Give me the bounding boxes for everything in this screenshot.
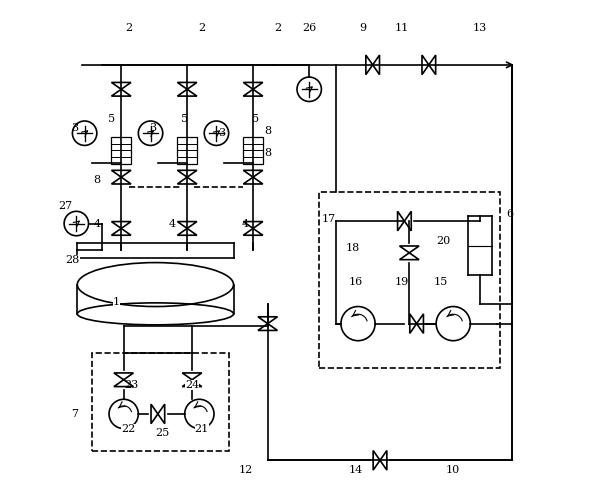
Text: 14: 14 [349,465,363,475]
Text: 17: 17 [322,214,336,223]
Text: 5: 5 [181,113,188,124]
Text: 21: 21 [195,424,209,434]
Text: 4: 4 [169,218,176,228]
Text: 28: 28 [65,255,80,265]
Text: 8: 8 [93,175,100,185]
Text: 15: 15 [434,277,448,287]
Text: 3: 3 [218,128,225,138]
Text: 4: 4 [242,218,249,228]
Text: 28: 28 [65,255,80,265]
Text: 26: 26 [302,23,317,33]
Text: 24: 24 [185,380,199,390]
Text: 2: 2 [198,23,206,33]
Text: 10: 10 [446,465,460,475]
Bar [178,137,197,164]
Text: 24: 24 [185,380,199,390]
Text: 22: 22 [121,424,135,434]
Text: 25: 25 [156,429,170,438]
Text: 25: 25 [156,429,170,438]
Text: 22: 22 [121,424,135,434]
Text: 3: 3 [150,123,157,134]
Text: 10: 10 [446,465,460,475]
Text: 23: 23 [124,380,138,390]
Text: 21: 21 [195,424,209,434]
Text: 27: 27 [58,201,72,212]
Text: 18: 18 [346,243,361,253]
Text: 2: 2 [274,23,281,33]
Text: 9: 9 [359,23,366,33]
Text: 1: 1 [113,297,120,307]
Bar [319,192,500,368]
Text: 7: 7 [71,409,78,419]
Text: 1: 1 [113,297,120,307]
Text: 13: 13 [473,23,487,33]
Text: 3: 3 [71,123,78,134]
Text: 8: 8 [264,126,271,136]
Text: 12: 12 [239,465,253,475]
Bar [244,137,263,164]
Text: 20: 20 [437,236,451,246]
Text: 7: 7 [71,409,78,419]
Text: 2: 2 [125,23,132,33]
Text: 5: 5 [252,113,259,124]
Text: 12: 12 [239,465,253,475]
Text: 14: 14 [349,465,363,475]
Text: 5: 5 [108,113,115,124]
Text: 19: 19 [395,277,409,287]
Bar [92,353,229,451]
Text: 6: 6 [506,209,513,219]
Bar [112,137,131,164]
Text: 4: 4 [93,218,100,228]
Text: 16: 16 [349,277,363,287]
Text: 8: 8 [264,148,271,158]
Text: 11: 11 [395,23,409,33]
